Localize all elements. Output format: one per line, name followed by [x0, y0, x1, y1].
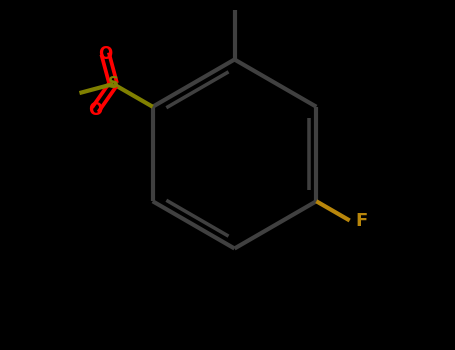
- Text: S: S: [108, 77, 119, 91]
- Text: F: F: [355, 211, 367, 230]
- Text: O: O: [98, 44, 112, 63]
- Text: O: O: [88, 101, 102, 119]
